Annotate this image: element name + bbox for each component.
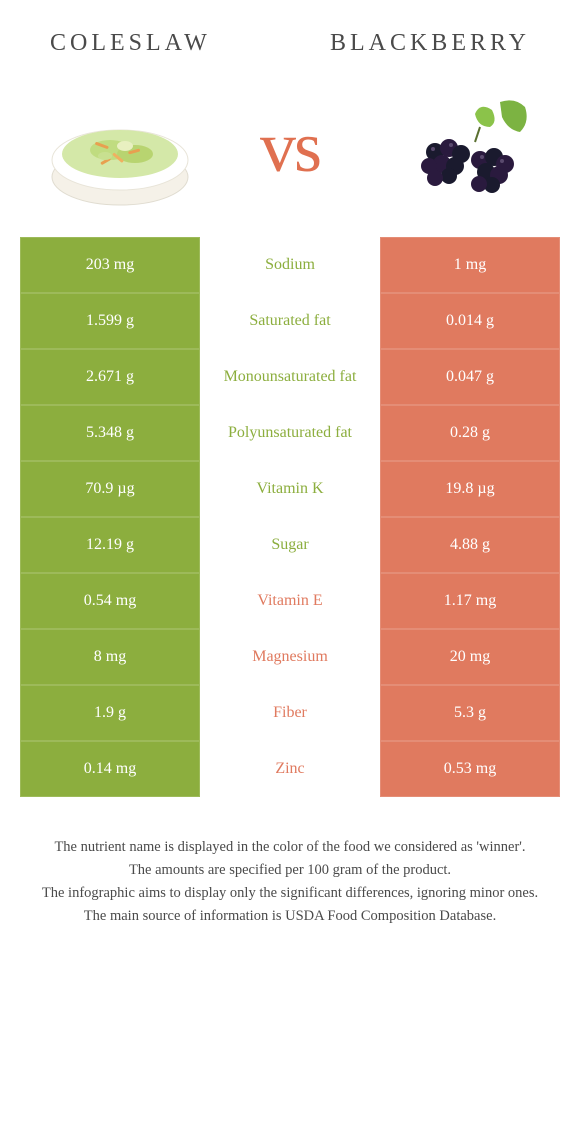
right-value-cell: 0.28 g: [380, 405, 560, 461]
coleslaw-image: [30, 77, 210, 217]
table-row: 5.348 gPolyunsaturated fat0.28 g: [20, 405, 560, 461]
nutrient-name-cell: Zinc: [200, 741, 380, 797]
left-value-cell: 2.671 g: [20, 349, 200, 405]
table-row: 0.54 mgVitamin E1.17 mg: [20, 573, 560, 629]
left-value-cell: 1.599 g: [20, 293, 200, 349]
footer-line: The infographic aims to display only the…: [30, 883, 550, 904]
footer-line: The main source of information is USDA F…: [30, 906, 550, 927]
nutrient-name-cell: Sodium: [200, 237, 380, 293]
right-value-cell: 0.047 g: [380, 349, 560, 405]
table-row: 8 mgMagnesium20 mg: [20, 629, 560, 685]
nutrient-name-cell: Sugar: [200, 517, 380, 573]
nutrient-name-cell: Saturated fat: [200, 293, 380, 349]
right-value-cell: 0.53 mg: [380, 741, 560, 797]
right-value-cell: 19.8 µg: [380, 461, 560, 517]
table-row: 1.599 gSaturated fat0.014 g: [20, 293, 560, 349]
left-value-cell: 70.9 µg: [20, 461, 200, 517]
footer-line: The amounts are specified per 100 gram o…: [30, 860, 550, 881]
table-row: 1.9 gFiber5.3 g: [20, 685, 560, 741]
right-food-title: Blackberry: [330, 30, 530, 57]
header: Coleslaw Blackberry: [0, 0, 580, 67]
table-row: 203 mgSodium1 mg: [20, 237, 560, 293]
table-row: 12.19 gSugar4.88 g: [20, 517, 560, 573]
table-row: 2.671 gMonounsaturated fat0.047 g: [20, 349, 560, 405]
left-value-cell: 0.54 mg: [20, 573, 200, 629]
right-value-cell: 20 mg: [380, 629, 560, 685]
table-row: 70.9 µgVitamin K19.8 µg: [20, 461, 560, 517]
footer-line: The nutrient name is displayed in the co…: [30, 837, 550, 858]
footer-notes: The nutrient name is displayed in the co…: [0, 797, 580, 949]
left-value-cell: 5.348 g: [20, 405, 200, 461]
left-value-cell: 203 mg: [20, 237, 200, 293]
nutrient-name-cell: Polyunsaturated fat: [200, 405, 380, 461]
left-value-cell: 12.19 g: [20, 517, 200, 573]
right-value-cell: 5.3 g: [380, 685, 560, 741]
right-value-cell: 1 mg: [380, 237, 560, 293]
left-food-title: Coleslaw: [50, 30, 211, 57]
nutrient-name-cell: Monounsaturated fat: [200, 349, 380, 405]
vs-row: vs: [0, 67, 580, 237]
left-value-cell: 0.14 mg: [20, 741, 200, 797]
right-value-cell: 1.17 mg: [380, 573, 560, 629]
nutrient-name-cell: Magnesium: [200, 629, 380, 685]
nutrient-name-cell: Fiber: [200, 685, 380, 741]
right-value-cell: 4.88 g: [380, 517, 560, 573]
left-value-cell: 8 mg: [20, 629, 200, 685]
left-value-cell: 1.9 g: [20, 685, 200, 741]
nutrient-name-cell: Vitamin E: [200, 573, 380, 629]
blackberry-image: [370, 77, 550, 217]
right-value-cell: 0.014 g: [380, 293, 560, 349]
nutrient-name-cell: Vitamin K: [200, 461, 380, 517]
table-row: 0.14 mgZinc0.53 mg: [20, 741, 560, 797]
nutrient-table: 203 mgSodium1 mg1.599 gSaturated fat0.01…: [20, 237, 560, 797]
vs-label: vs: [260, 106, 320, 189]
